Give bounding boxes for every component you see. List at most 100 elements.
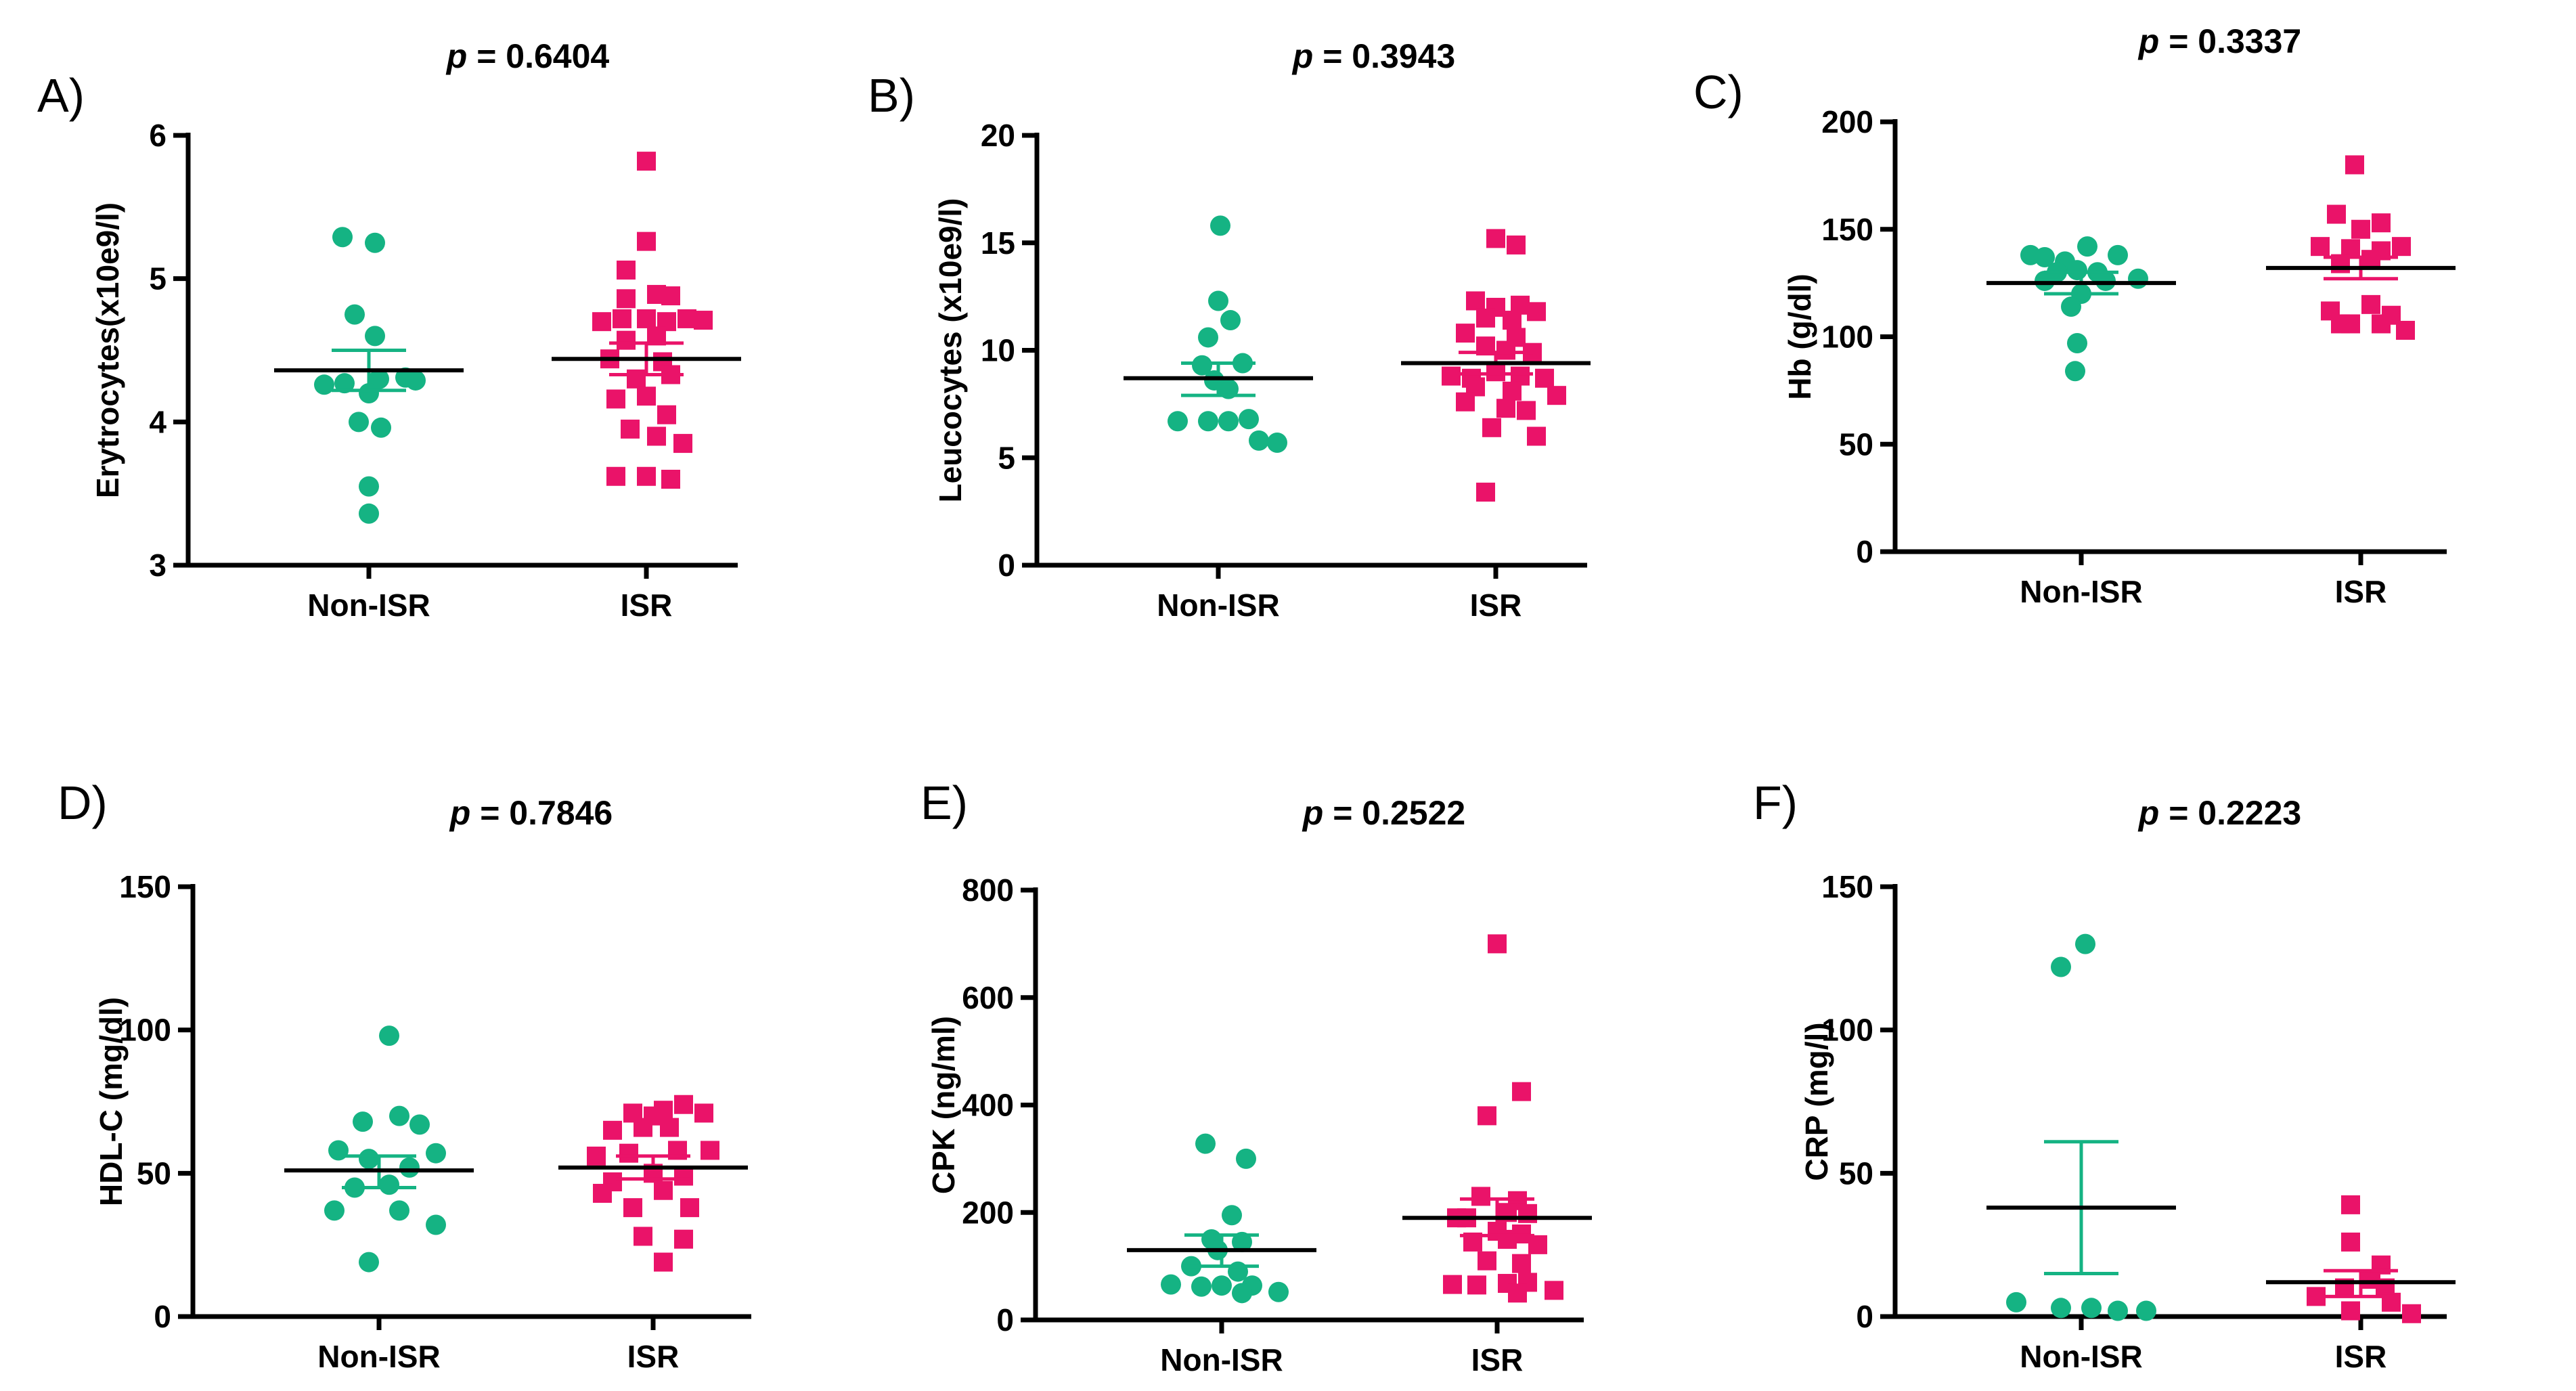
- data-point: [1208, 290, 1228, 311]
- data-point: [426, 1143, 446, 1164]
- y-axis-label: CPK (ng/ml): [926, 1016, 961, 1194]
- data-point: [2341, 1195, 2360, 1214]
- panel-letter: E): [920, 776, 968, 829]
- data-point: [1498, 1229, 1517, 1249]
- data-point: [324, 1200, 345, 1221]
- data-point: [1528, 1235, 1547, 1254]
- data-point: [426, 1214, 446, 1235]
- data-point: [2108, 1300, 2128, 1321]
- y-tick-label: 0: [998, 548, 1015, 583]
- p-value-title: p = 0.3337: [2137, 22, 2301, 60]
- data-point: [603, 1120, 622, 1140]
- data-point: [701, 1141, 719, 1160]
- data-point: [634, 1118, 652, 1137]
- series-non-isr: [274, 227, 464, 524]
- data-point: [673, 434, 692, 454]
- data-point: [1456, 324, 1475, 343]
- data-point: [680, 1198, 699, 1218]
- data-point: [1191, 1276, 1212, 1297]
- data-point: [2361, 294, 2380, 314]
- data-point: [2035, 247, 2055, 268]
- data-point: [379, 1025, 399, 1046]
- x-tick-label: Non-ISR: [2020, 1339, 2142, 1374]
- y-tick-label: 4: [149, 404, 166, 439]
- data-point: [2051, 956, 2071, 977]
- data-point: [1168, 411, 1188, 432]
- data-point: [2035, 270, 2055, 291]
- data-point: [654, 1180, 673, 1200]
- x-tick-label: ISR: [2335, 1339, 2387, 1374]
- data-point: [2331, 314, 2350, 334]
- data-point: [1161, 1274, 1181, 1295]
- data-point: [674, 1229, 693, 1249]
- y-tick-label: 0: [996, 1302, 1014, 1338]
- data-point: [593, 1183, 612, 1203]
- data-point: [1210, 215, 1230, 236]
- data-point: [2372, 213, 2391, 233]
- series-non-isr: [1986, 236, 2176, 382]
- data-point: [2077, 236, 2097, 257]
- data-point: [1507, 235, 1526, 255]
- data-point: [1222, 1205, 1242, 1226]
- data-point: [2345, 155, 2364, 175]
- series-non-isr: [284, 1025, 474, 1273]
- panel-f: F) p = 0.2223 CRP (mg/l) 0 50 100 150 Non-ISR IS…: [1753, 776, 2456, 1374]
- data-point: [2081, 1298, 2102, 1319]
- y-tick-label: 6: [149, 118, 166, 153]
- p-value-symbol: p: [1302, 794, 1324, 832]
- data-point: [694, 1103, 713, 1123]
- data-point: [1488, 934, 1507, 954]
- data-point: [1267, 433, 1287, 454]
- y-axis-label: CRP (mg/l): [1799, 1022, 1834, 1180]
- y-tick-label: 0: [1856, 1299, 1873, 1334]
- data-point: [1503, 311, 1522, 330]
- x-tick-label: Non-ISR: [1160, 1342, 1283, 1377]
- panel-letter: D): [58, 776, 108, 829]
- y-tick-label: 50: [137, 1155, 171, 1191]
- data-point: [661, 470, 680, 489]
- data-point: [2341, 1232, 2360, 1252]
- panel-letter: C): [1693, 66, 1744, 118]
- data-point: [371, 417, 391, 438]
- data-point: [678, 309, 696, 328]
- data-point: [1192, 355, 1212, 376]
- data-point: [661, 286, 680, 306]
- data-point: [654, 1101, 673, 1120]
- y-tick-label: 150: [1821, 212, 1873, 247]
- data-point: [2311, 237, 2330, 257]
- data-point: [2067, 333, 2087, 354]
- data-point: [369, 368, 389, 389]
- data-point: [1249, 430, 1269, 451]
- panel-letter: A): [37, 69, 85, 122]
- data-point: [694, 311, 713, 330]
- data-point: [359, 383, 379, 403]
- data-point: [2396, 320, 2415, 340]
- p-value-number: = 0.2522: [1323, 794, 1465, 832]
- data-point: [619, 1143, 638, 1163]
- panel-a: A) p = 0.6404 Erytrocytes(x10e9/l) 3 4 5 6 Non-…: [37, 37, 741, 623]
- data-point: [587, 1146, 606, 1166]
- data-point: [1467, 1275, 1486, 1295]
- data-point: [2108, 244, 2128, 265]
- y-tick-label: 5: [149, 261, 166, 296]
- data-point: [2327, 204, 2346, 224]
- data-point: [1232, 1283, 1252, 1304]
- data-point: [1545, 1281, 1563, 1300]
- data-point: [617, 260, 636, 280]
- data-point: [1218, 411, 1239, 432]
- data-point: [359, 1149, 379, 1170]
- x-tick-label: ISR: [621, 588, 673, 623]
- y-tick-label: 200: [1821, 104, 1873, 139]
- data-point: [660, 1118, 679, 1137]
- data-point: [359, 476, 379, 497]
- y-tick-label: 200: [962, 1195, 1014, 1230]
- data-point: [2307, 1287, 2326, 1306]
- panel-letter: F): [1753, 776, 1798, 829]
- y-tick-label: 150: [1821, 869, 1873, 904]
- y-tick-label: 50: [1839, 1155, 1873, 1191]
- data-point: [606, 389, 625, 409]
- data-point: [2075, 933, 2095, 954]
- data-point: [634, 1227, 652, 1246]
- y-tick-label: 400: [962, 1088, 1014, 1123]
